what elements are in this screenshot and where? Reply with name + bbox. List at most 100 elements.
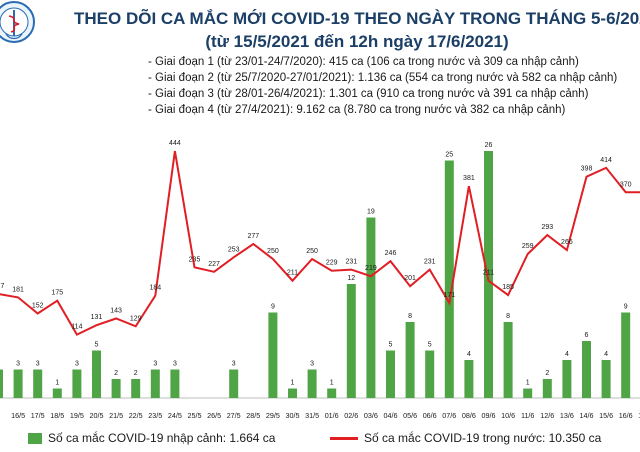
line-label-03/6: 219	[365, 265, 377, 272]
legend-line-swatch	[330, 436, 358, 440]
line-label-29/5: 250	[267, 248, 279, 255]
bar-15/6	[601, 360, 611, 398]
bar-label-13/6: 4	[565, 351, 569, 358]
x-tick-07/6: 07/6	[442, 411, 456, 420]
bar-06/6	[425, 350, 435, 398]
x-tick-12/6: 12/6	[540, 411, 554, 420]
legend-line-entry: Số ca mắc COVID-19 trong nước: 10.350 ca	[330, 431, 601, 445]
bar-label-23/5: 3	[153, 361, 157, 368]
domestic-cases-line	[0, 150, 640, 336]
bar-label-12/6: 2	[545, 370, 549, 377]
bar-16/5	[13, 369, 23, 398]
chart-title: THEO DÕI CA MẮC MỚI COVID-19 THEO NGÀY T…	[74, 9, 640, 28]
line-label-18/5: 175	[51, 290, 63, 297]
line-label-19/5: 114	[71, 324, 82, 331]
x-tick-21/5: 21/5	[109, 411, 123, 420]
bar-label-15/6: 4	[604, 351, 608, 358]
bar-22/5	[131, 379, 141, 398]
bar-label-19/5: 3	[75, 361, 79, 368]
line-label-16/6: 370	[620, 181, 632, 188]
bar-13/6	[562, 360, 572, 398]
bar-label-20/5: 5	[95, 342, 99, 349]
line-label-15/5: 187	[0, 283, 4, 290]
line-label-25/5: 235	[189, 256, 201, 263]
bar-27/5	[229, 369, 239, 398]
line-label-24/5: 444	[169, 140, 181, 147]
x-tick-17/5: 17/5	[31, 411, 45, 420]
x-tick-06/6: 06/6	[423, 411, 437, 420]
line-label-09/6: 211	[483, 270, 494, 277]
x-tick-16/6: 16/6	[619, 411, 633, 420]
x-tick-27/5: 27/5	[227, 411, 241, 420]
x-tick-26/5: 26/5	[207, 411, 221, 420]
legend-bar-entry: Số ca mắc COVID-19 nhập cảnh: 1.664 ca	[28, 431, 275, 445]
chart-subtitle: (từ 15/5/2021 đến 12h ngày 17/6/2021)	[205, 32, 509, 51]
bar-24/5	[170, 369, 180, 398]
line-label-15/6: 414	[600, 157, 612, 164]
bar-03/6	[366, 217, 376, 398]
line-label-31/5: 250	[306, 248, 318, 255]
bar-label-15/5: 3	[0, 361, 1, 368]
bar-label-22/5: 2	[134, 370, 138, 377]
bar-07/6	[444, 160, 454, 398]
bar-12/6	[542, 379, 552, 398]
line-label-13/6: 266	[561, 239, 573, 246]
bar-label-27/5: 3	[232, 361, 236, 368]
line-label-01/6: 229	[326, 260, 338, 267]
bar-label-03/6: 19	[367, 209, 375, 216]
line-label-08/6: 381	[463, 175, 475, 182]
bar-label-21/5: 2	[114, 370, 118, 377]
x-tick-15/6: 15/6	[599, 411, 613, 420]
line-label-11/6: 259	[522, 243, 534, 250]
x-tick-22/5: 22/5	[129, 411, 143, 420]
x-tick-19/5: 19/5	[70, 411, 84, 420]
line-label-20/5: 131	[91, 314, 103, 321]
bar-19/5	[72, 369, 82, 398]
bar-label-31/5: 3	[310, 361, 314, 368]
bar-label-18/5: 1	[55, 380, 59, 387]
x-tick-18/5: 18/5	[50, 411, 64, 420]
bar-label-16/5: 3	[16, 361, 20, 368]
x-tick-08/6: 08/6	[462, 411, 476, 420]
bar-label-01/6: 1	[330, 380, 334, 387]
x-tick-31/5: 31/5	[305, 411, 319, 420]
x-tick-03/6: 03/6	[364, 411, 378, 420]
line-label-06/6: 231	[424, 259, 436, 266]
bar-30/5	[288, 388, 297, 398]
line-label-28/5: 277	[247, 233, 259, 240]
bar-label-07/6: 25	[445, 152, 453, 159]
line-label-27/5: 253	[228, 246, 240, 253]
line-label-26/5: 227	[208, 261, 220, 268]
x-tick-04/6: 04/6	[384, 411, 398, 420]
x-tick-17/6: 17/6	[638, 411, 640, 420]
bar-label-10/6: 8	[506, 313, 510, 320]
phase-4-note: - Giai đoạn 4 (từ 27/4/2021): 9.162 ca (…	[148, 104, 566, 116]
bar-18/5	[52, 388, 62, 398]
bar-09/6	[484, 151, 493, 398]
bar-08/6	[464, 360, 474, 398]
x-tick-11/6: 11/6	[521, 411, 534, 420]
line-label-21/5: 143	[110, 307, 122, 314]
bar-label-06/6: 5	[428, 342, 432, 349]
bar-label-29/5: 9	[271, 304, 275, 311]
bar-label-05/6: 8	[408, 313, 412, 320]
line-label-30/5: 211	[287, 270, 298, 277]
line-label-02/6: 231	[345, 259, 357, 266]
line-label-04/6: 246	[385, 250, 397, 257]
bar-14/6	[582, 341, 591, 398]
bar-01/6	[327, 388, 337, 398]
phase-1-note: - Giai đoạn 1 (từ 23/01-24/7/2020): 415 …	[148, 56, 579, 68]
bar-label-04/6: 5	[389, 342, 393, 349]
bar-04/6	[386, 350, 395, 398]
bar-label-11/6: 1	[526, 380, 530, 387]
phase-2-note: - Giai đoạn 2 (từ 25/7/2020-27/01/2021):…	[148, 72, 618, 84]
legend-line-label: Số ca mắc COVID-19 trong nước: 10.350 ca	[364, 431, 602, 445]
bar-02/6	[346, 284, 356, 398]
bar-label-16/6: 9	[624, 304, 628, 311]
line-label-05/6: 201	[404, 275, 416, 282]
bar-29/5	[268, 312, 278, 398]
legend-bar-swatch	[28, 432, 42, 444]
bar-21/5	[111, 379, 121, 398]
bar-label-09/6: 26	[485, 142, 493, 149]
